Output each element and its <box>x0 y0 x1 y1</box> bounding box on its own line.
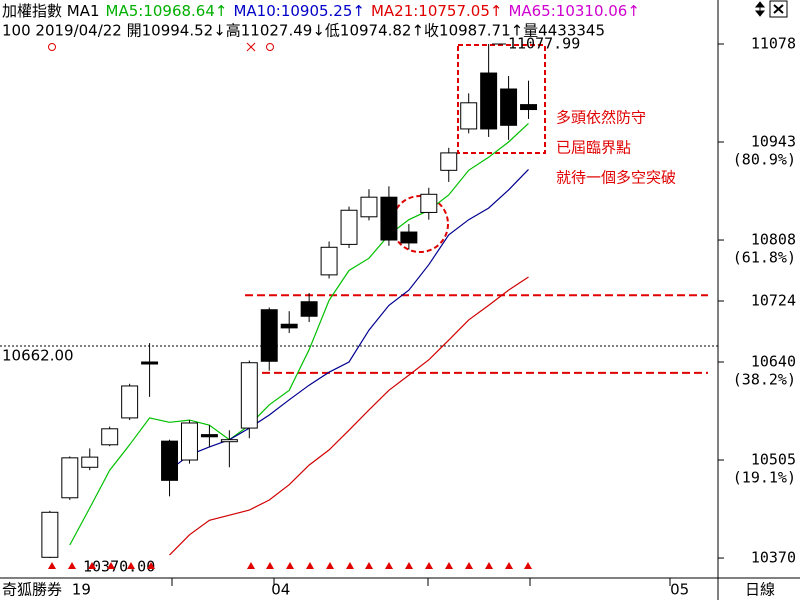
x-tick-label: 04 <box>271 581 290 599</box>
candle-body <box>41 511 59 558</box>
point-label: 11077.99 <box>508 35 580 53</box>
highlight-box <box>457 44 546 154</box>
candle-body <box>180 422 198 461</box>
candle-body <box>400 231 418 244</box>
ratio-label: (19.1%) <box>733 469 796 487</box>
candle-body <box>300 301 318 317</box>
candle-body <box>500 88 518 126</box>
candle-body <box>380 196 398 241</box>
signal-markers <box>48 42 274 52</box>
signal-triangle <box>524 562 532 569</box>
y-tick-label: 10724 <box>751 292 796 310</box>
signal-triangle <box>445 562 453 569</box>
signal-triangle <box>127 562 135 569</box>
candle-body <box>220 439 238 443</box>
signal-triangle <box>88 562 96 569</box>
candle-body <box>141 361 159 365</box>
cross-marker <box>246 42 256 52</box>
y-tick-label: 11078 <box>751 34 796 52</box>
quote-line: 100 2019/04/22 開10994.52↓高11027.49↓低1097… <box>2 22 605 40</box>
circle-marker <box>48 43 56 51</box>
circle-marker <box>266 43 274 51</box>
y-tick-label: 10943 <box>751 133 796 151</box>
annotation: 就待一個多空突破 <box>556 169 676 187</box>
y-tick-label: 10505 <box>751 451 796 469</box>
candle-body <box>81 456 99 468</box>
legend-item: MA10:10905.25↑ <box>233 2 364 20</box>
y-tick-label: 10640 <box>751 353 796 371</box>
x-tick-label: 19 <box>72 581 91 599</box>
signal-triangle <box>286 562 294 569</box>
signal-triangle <box>247 562 255 569</box>
resize-icon[interactable] <box>754 1 766 17</box>
legend-item: 加權指數 MA1 <box>2 2 100 20</box>
candle-body <box>340 209 358 245</box>
header-legend: 加權指數 MA1 MA5:10968.64↑ MA10:10905.25↑ MA21:… <box>2 2 640 20</box>
ma-line <box>69 122 529 546</box>
legend-item: MA21:10757.05↑ <box>371 2 502 20</box>
ma-line <box>169 276 529 556</box>
signal-triangle <box>365 562 373 569</box>
close-icon <box>773 4 784 14</box>
candle-body <box>320 246 338 276</box>
signal-triangle <box>405 562 413 569</box>
signal-triangle <box>147 562 155 569</box>
candle-body <box>440 152 458 171</box>
signal-triangle <box>425 562 433 569</box>
signal-triangle <box>266 562 274 569</box>
signal-triangle <box>68 562 76 569</box>
x-axis-ticks <box>171 578 671 586</box>
candle-body <box>61 457 79 499</box>
candle-body <box>161 440 179 481</box>
signal-triangle <box>385 562 393 569</box>
ratio-label: (38.2%) <box>733 371 796 389</box>
candle-body <box>240 362 258 429</box>
y-tick-label: 10808 <box>751 231 796 249</box>
source-label: 奇狐勝券 <box>2 581 62 599</box>
candle-body <box>101 428 119 446</box>
reference-label: 10662.00 <box>2 347 74 365</box>
candle-body <box>460 102 478 130</box>
signal-triangle <box>485 562 493 569</box>
annotation: 已屆臨界點 <box>556 139 631 157</box>
signal-triangle <box>48 562 56 569</box>
y-tick-label: 10370 <box>751 549 796 567</box>
candle-body <box>200 434 218 438</box>
candle-body <box>480 72 498 130</box>
candle-body <box>360 196 378 218</box>
highlight-circle <box>391 195 449 253</box>
candle-body <box>280 323 298 329</box>
point-label: 10370.00 <box>83 558 155 576</box>
legend-item: MA5:10968.64↑ <box>106 2 228 20</box>
x-tick-label: 05 <box>670 581 689 599</box>
candle-body <box>121 385 139 419</box>
signal-triangle <box>505 562 513 569</box>
candle-body <box>260 309 278 362</box>
signal-triangle <box>326 562 334 569</box>
signal-triangle <box>465 562 473 569</box>
annotation: 多頭依然防守 <box>556 109 646 127</box>
signal-triangle <box>346 562 354 569</box>
ratio-label: (80.9%) <box>733 151 796 169</box>
legend-item: MA65:10310.06↑ <box>508 2 639 20</box>
signal-triangle <box>107 562 115 569</box>
candle-body <box>520 104 538 111</box>
window-buttons <box>754 0 788 18</box>
signal-triangle <box>306 562 314 569</box>
candle-body <box>420 193 438 213</box>
period-label: 日線 <box>745 581 775 599</box>
ratio-label: (61.8%) <box>733 249 796 267</box>
